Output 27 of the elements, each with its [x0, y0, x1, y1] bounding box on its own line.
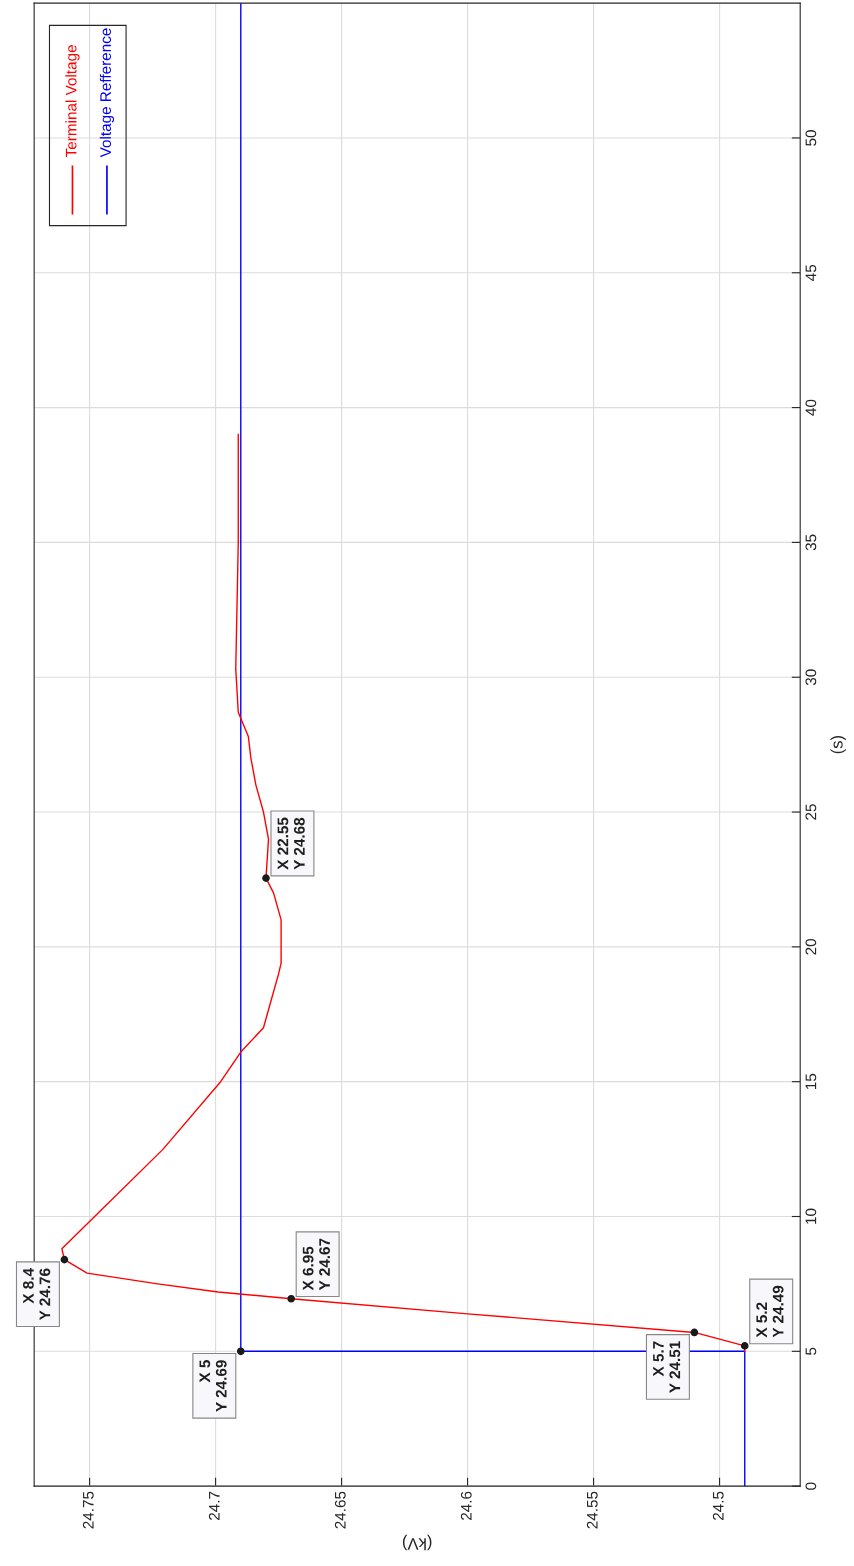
- y-tick-label: 0: [805, 1482, 817, 1490]
- y-tick-label: 45: [805, 264, 817, 281]
- x-tick-label: 24.7: [208, 1491, 220, 1520]
- y-tick-label: 20: [805, 938, 817, 955]
- annotation: X 22.55 Y 24.68: [277, 817, 305, 870]
- y-tick-label: 15: [805, 1073, 817, 1090]
- x-tick-label: 24.5: [712, 1491, 724, 1520]
- x-tick-label: 24.75: [82, 1491, 94, 1529]
- annotation: X 5 Y 24.69: [199, 1360, 227, 1412]
- y-tick-label: 25: [805, 804, 817, 820]
- annotation: X 8.4 Y 24.76: [22, 1268, 51, 1321]
- x-tick-label: 24.55: [586, 1491, 598, 1529]
- x-axis-title: (kV): [402, 1534, 432, 1551]
- y-axis-title: (s): [830, 735, 846, 754]
- x-tick-label: 24.6: [460, 1491, 472, 1520]
- y-tick-label: 50: [805, 130, 817, 146]
- text: Voltage Refference: [99, 28, 115, 158]
- annotation: X 5.2 Y 24.49: [756, 1285, 784, 1338]
- y-tick-label: 40: [805, 399, 817, 416]
- text: Terminal Voltage: [65, 45, 80, 158]
- y-tick-label: 30: [805, 669, 817, 686]
- y-tick-label: 35: [805, 534, 817, 551]
- annotation: X 5.7 Y 24.51: [653, 1341, 681, 1393]
- annotation: X 6.95 Y 24.67: [302, 1238, 330, 1291]
- y-tick-label: 5: [805, 1347, 817, 1355]
- y-tick-label: 10: [805, 1208, 817, 1224]
- x-tick-label: 24.65: [334, 1491, 346, 1529]
